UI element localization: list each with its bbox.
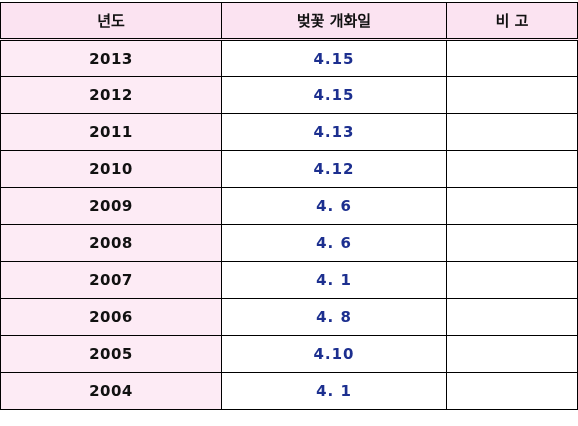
note-cell <box>446 150 578 188</box>
note-cell <box>446 335 578 373</box>
table-row: 2011 4.13 <box>0 113 578 151</box>
table-row: 2012 4.15 <box>0 76 578 114</box>
table-row: 2013 4.15 <box>0 39 578 77</box>
year-cell: 2007 <box>0 261 222 299</box>
cherry-blossom-table: 년도 벚꽃 개화일 비 고 2013 4.15 2012 4.15 2011 4… <box>0 2 578 410</box>
table-row: 2007 4. 1 <box>0 261 578 299</box>
bloom-date-cell: 4.12 <box>221 150 447 188</box>
bloom-date-cell: 4. 6 <box>221 187 447 225</box>
year-cell: 2009 <box>0 187 222 225</box>
note-cell <box>446 261 578 299</box>
note-cell <box>446 76 578 114</box>
bloom-date-cell: 4. 1 <box>221 261 447 299</box>
year-cell: 2008 <box>0 224 222 262</box>
table-row: 2009 4. 6 <box>0 187 578 225</box>
header-note: 비 고 <box>446 2 578 41</box>
note-cell <box>446 298 578 336</box>
bloom-date-cell: 4.15 <box>221 39 447 77</box>
table-row: 2008 4. 6 <box>0 224 578 262</box>
bloom-date-cell: 4. 1 <box>221 372 447 410</box>
bloom-date-cell: 4.13 <box>221 113 447 151</box>
header-bloom-date: 벚꽃 개화일 <box>221 2 447 41</box>
year-cell: 2011 <box>0 113 222 151</box>
bloom-date-cell: 4. 8 <box>221 298 447 336</box>
bloom-date-cell: 4.10 <box>221 335 447 373</box>
note-cell <box>446 372 578 410</box>
note-cell <box>446 224 578 262</box>
header-year: 년도 <box>0 2 222 41</box>
year-cell: 2012 <box>0 76 222 114</box>
year-cell: 2004 <box>0 372 222 410</box>
year-cell: 2013 <box>0 39 222 77</box>
bloom-date-cell: 4.15 <box>221 76 447 114</box>
note-cell <box>446 187 578 225</box>
year-cell: 2005 <box>0 335 222 373</box>
note-cell <box>446 113 578 151</box>
year-cell: 2006 <box>0 298 222 336</box>
bloom-date-cell: 4. 6 <box>221 224 447 262</box>
table-row: 2004 4. 1 <box>0 372 578 410</box>
header-row: 년도 벚꽃 개화일 비 고 <box>0 2 578 41</box>
table-row: 2005 4.10 <box>0 335 578 373</box>
year-cell: 2010 <box>0 150 222 188</box>
table-row: 2010 4.12 <box>0 150 578 188</box>
note-cell <box>446 39 578 77</box>
table-row: 2006 4. 8 <box>0 298 578 336</box>
